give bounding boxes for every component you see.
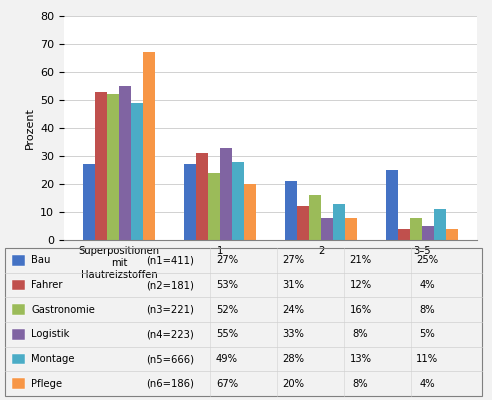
Bar [196,153,208,240]
Bar [119,86,131,240]
Text: 28%: 28% [282,354,305,364]
Bar [83,164,95,240]
Bar [220,148,232,240]
Bar [446,229,459,240]
Text: 67%: 67% [216,379,238,389]
Text: 25%: 25% [416,255,438,265]
Text: 53%: 53% [216,280,238,290]
Bar [12,280,26,290]
Bar [386,170,398,240]
Bar [184,164,196,240]
Text: 4%: 4% [420,280,435,290]
Text: 55%: 55% [216,329,238,339]
Bar [321,218,333,240]
Bar [12,304,26,315]
Bar [131,103,143,240]
Bar [12,255,26,266]
Text: 8%: 8% [353,329,369,339]
Text: 5%: 5% [419,329,435,339]
Bar [333,204,345,240]
Text: (n2=181): (n2=181) [146,280,193,290]
Bar [12,378,26,389]
Bar [12,329,26,340]
Text: 11%: 11% [416,354,438,364]
Text: 52%: 52% [216,305,238,315]
Bar [434,209,446,240]
Text: Montage: Montage [31,354,75,364]
Text: 49%: 49% [216,354,238,364]
Bar [12,354,26,364]
Text: 27%: 27% [216,255,238,265]
Text: (n6=186): (n6=186) [146,379,193,389]
Bar [297,206,309,240]
Text: 16%: 16% [349,305,371,315]
Text: 21%: 21% [349,255,371,265]
Text: 33%: 33% [283,329,305,339]
Text: 13%: 13% [349,354,371,364]
Y-axis label: Prozent: Prozent [25,107,34,149]
Text: 8%: 8% [353,379,369,389]
Text: (n1=411): (n1=411) [146,255,193,265]
Text: 12%: 12% [349,280,371,290]
Text: 24%: 24% [282,305,305,315]
Text: 20%: 20% [282,379,305,389]
Bar [398,229,410,240]
Bar [107,94,119,240]
Text: Fahrer: Fahrer [31,280,62,290]
Bar [95,92,107,240]
Text: Pflege: Pflege [31,379,62,389]
Text: Bau: Bau [31,255,51,265]
Text: (n4=223): (n4=223) [146,329,193,339]
Bar [143,52,155,240]
Text: Logistik: Logistik [31,329,69,339]
Bar [410,218,422,240]
Bar [309,195,321,240]
Bar [245,184,256,240]
Text: 8%: 8% [420,305,435,315]
Bar [422,226,434,240]
Bar [208,173,220,240]
Bar [345,218,358,240]
Text: 4%: 4% [420,379,435,389]
Text: 31%: 31% [282,280,305,290]
Bar [232,162,245,240]
Bar [285,181,297,240]
Text: 27%: 27% [282,255,305,265]
Text: Gastronomie: Gastronomie [31,305,95,315]
Text: (n3=221): (n3=221) [146,305,193,315]
Text: (n5=666): (n5=666) [146,354,194,364]
